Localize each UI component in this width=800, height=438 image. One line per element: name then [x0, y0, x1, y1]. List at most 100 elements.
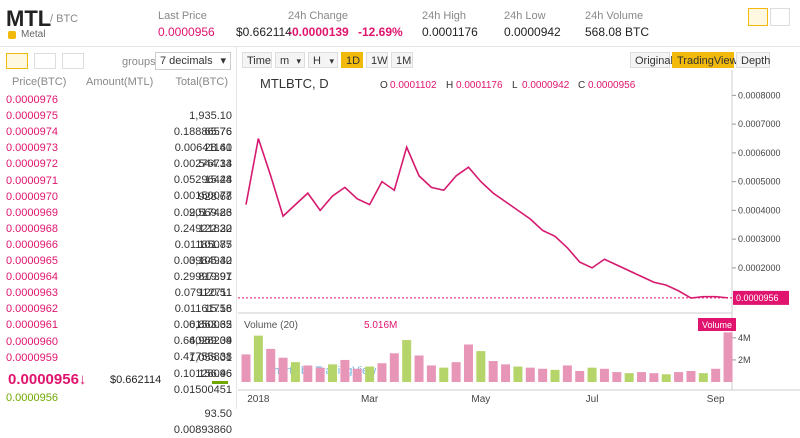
order-row: 0.0000965 819.97 0.07912711 — [6, 253, 232, 299]
y-tick-label: 0.0008000 — [738, 90, 781, 100]
stat-value: -0.0000139 — [288, 25, 349, 39]
volume-tag: Volume — [702, 320, 732, 330]
price: 0.0000966 — [6, 238, 58, 251]
x-tick-label: Sep — [707, 394, 725, 405]
amount: 3,105.32 — [189, 254, 232, 267]
volume-bar — [562, 365, 572, 382]
x-tick-label: 2018 — [247, 394, 270, 405]
chart-title: MTLBTC, D — [260, 76, 329, 91]
signal — [212, 374, 228, 384]
order-row: 0.0000975 65.76 0.00641160 — [6, 108, 232, 154]
y-tick-label: 4M — [738, 333, 751, 343]
toolbar-button[interactable]: m ▾ — [275, 52, 305, 68]
volume-bar — [377, 363, 387, 382]
last-arrow: ↓ — [78, 371, 87, 388]
order-row: 0.0000969 122.30 0.01185087 — [6, 205, 232, 251]
stat-value: 0.0001176 — [422, 25, 478, 39]
amount: 4,969.39 — [189, 335, 232, 348]
y-tick-label: 0.0007000 — [738, 119, 781, 129]
stat-extra: $0.662114 — [236, 25, 292, 39]
view-all[interactable] — [6, 53, 28, 69]
last-price-value: 0.0000956 — [8, 371, 79, 388]
amount: 65.76 — [204, 126, 232, 139]
y-tick-label: 0.0006000 — [738, 148, 781, 158]
last-price: 0.0000956↓ — [8, 371, 86, 388]
amount: 15.58 — [204, 303, 232, 316]
ohlc-key: L — [512, 80, 518, 91]
view-bids[interactable] — [34, 53, 56, 69]
order-row: 0.0000971 928.68 0.09017483 — [6, 173, 232, 219]
price: 0.0000969 — [6, 206, 58, 219]
toolbar-button[interactable]: Original — [630, 52, 673, 68]
volume-bar — [303, 365, 313, 382]
ohlc-key: O — [380, 80, 388, 91]
total: 0.00276713 — [173, 158, 232, 171]
volume-bar — [402, 340, 412, 382]
volume-bar — [513, 366, 523, 382]
last-price-box — [733, 290, 789, 305]
order-row: 0.0000973 544.34 0.05296428 — [6, 140, 232, 186]
volume-bar — [612, 372, 622, 382]
toolbar-button[interactable]: Time — [242, 52, 272, 68]
order-row: 0.0000974 28.41 0.00276713 — [6, 124, 232, 170]
price: 0.0000970 — [6, 190, 58, 203]
toolbar-button[interactable]: H ▾ — [308, 52, 338, 68]
chart: MTLBTC, D O 0.0001102 H 0.0001176 L 0.0000942… — [238, 70, 800, 409]
volume-bar — [340, 359, 350, 382]
volume-bar — [290, 362, 300, 382]
price: 0.0000959 — [6, 351, 58, 364]
coin-icon — [8, 31, 16, 39]
stat-value: 568.08 BTC — [585, 25, 650, 39]
divider — [236, 47, 237, 409]
stat-value: 0.0000956 — [158, 25, 215, 39]
order-row: 0.0000976 1,935.10 0.18886576 — [6, 92, 232, 138]
stat-extra: -12.69% — [358, 25, 403, 39]
amount: 101.75 — [198, 238, 232, 251]
total: 0.09017483 — [173, 206, 232, 219]
theme-dark[interactable] — [770, 8, 790, 26]
ohlc-value: 0.0001176 — [456, 80, 503, 91]
amount: 120.51 — [198, 287, 232, 300]
toolbar-button[interactable]: 1D — [341, 52, 363, 68]
amount: 93.50 — [204, 408, 232, 420]
y-tick-label: 0.0003000 — [738, 234, 781, 244]
caret: ▾ — [220, 55, 226, 67]
volume-bar — [575, 370, 585, 382]
col-amount: Amount(MTL) — [86, 76, 154, 88]
x-tick-label: May — [471, 394, 490, 405]
amount: 819.97 — [198, 271, 232, 283]
price: 0.0000965 — [6, 255, 58, 267]
total: 0.00984940 — [173, 254, 232, 267]
total: 0.47755838 — [173, 351, 232, 364]
volume-bar — [476, 351, 486, 382]
volume-bar — [674, 372, 684, 382]
decimals: 7 decimals — [160, 55, 213, 67]
volume-bar — [723, 332, 733, 382]
toolbar-button[interactable]: TradingView — [672, 52, 738, 68]
theme-light[interactable] — [748, 8, 768, 26]
toolbar-button[interactable]: Depth — [736, 52, 770, 68]
stat-value: 0.0000942 — [504, 25, 561, 39]
symbol: MTL — [6, 6, 52, 31]
total: 0.00893860 — [173, 424, 232, 436]
ohlc-key: H — [446, 80, 453, 91]
amount: 2,569.26 — [189, 206, 232, 219]
groups-label: groups — [122, 56, 156, 68]
x-tick-label: Mar — [361, 394, 379, 405]
price: 0.0000956 — [6, 392, 58, 404]
order-row: 0.0000962 6,863.62 0.66028204 — [6, 301, 232, 347]
price: 0.0000973 — [6, 142, 58, 155]
price: 0.0000971 — [6, 174, 58, 187]
toolbar-button[interactable]: 1W — [366, 52, 388, 68]
divider — [0, 46, 800, 47]
volume-bar — [599, 368, 609, 382]
caret: ▾ — [329, 56, 334, 66]
view-asks[interactable] — [62, 53, 84, 69]
order-row: 0.0000964 120.51 0.01161716 — [6, 269, 232, 315]
volume-bar — [365, 366, 375, 382]
volume-bar — [661, 374, 671, 382]
total: 0.07912711 — [174, 287, 232, 299]
decimals-select[interactable]: 7 decimals ▾ — [155, 52, 231, 70]
toolbar-button[interactable]: 1M — [391, 52, 413, 68]
volume-bar — [463, 344, 473, 382]
